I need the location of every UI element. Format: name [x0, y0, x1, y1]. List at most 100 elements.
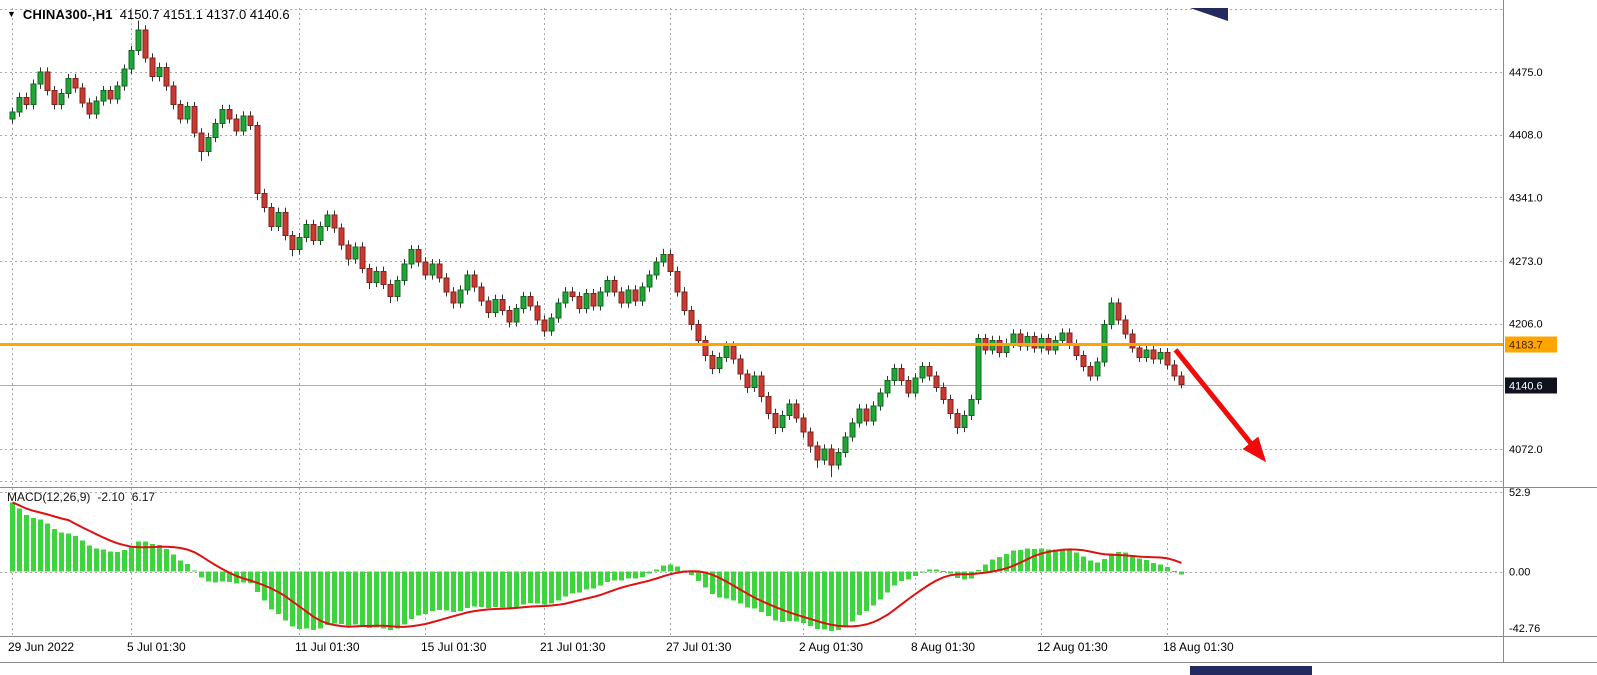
macd-histogram-bar	[521, 571, 526, 605]
macd-histogram-bar	[920, 571, 925, 573]
candle-bear	[310, 223, 317, 241]
candle-bull	[156, 66, 163, 78]
candle-bull	[751, 375, 758, 388]
macd-scale-label: 0.00	[1509, 567, 1530, 579]
chart-shift-marker[interactable]	[1190, 8, 1228, 21]
candle-bull	[849, 422, 856, 438]
macd-histogram-bar	[297, 571, 302, 630]
macd-histogram-bar	[612, 571, 617, 581]
time-axis-label[interactable]: 27 Jul 01:30	[666, 640, 732, 654]
candle-bear	[709, 354, 716, 370]
candle-bull	[240, 115, 247, 132]
hline-price-tag	[1505, 336, 1557, 353]
candle-bear	[499, 298, 506, 312]
macd-histogram-bar	[773, 571, 778, 621]
candle-bull	[408, 249, 415, 265]
candle-bear	[142, 29, 149, 59]
candle-bear	[149, 57, 156, 78]
candle-bear	[443, 277, 450, 293]
macd-histogram-bar	[178, 560, 183, 572]
macd-histogram-bar	[150, 543, 155, 572]
macd-histogram-bar	[1060, 548, 1065, 572]
macd-histogram-bar	[507, 571, 512, 609]
candle-bull	[275, 211, 282, 227]
time-axis-label[interactable]: 29 Jun 2022	[8, 640, 74, 654]
candle-bull	[121, 68, 128, 87]
macd-histogram-bar	[829, 571, 834, 631]
candle-bear	[926, 366, 933, 377]
macd-histogram-bar	[1130, 554, 1135, 572]
macd-histogram-bar	[892, 571, 897, 586]
macd-histogram-bar	[500, 571, 505, 608]
candle-bull	[37, 71, 44, 85]
time-axis-label[interactable]: 15 Jul 01:30	[421, 640, 487, 654]
macd-histogram-bar	[444, 571, 449, 611]
candle-bull	[1094, 361, 1101, 377]
macd-histogram-bar	[563, 571, 568, 597]
candle-bear	[86, 102, 93, 115]
macd-histogram-bar	[640, 571, 645, 577]
macd-histogram-bar	[241, 571, 246, 583]
macd-histogram-bar	[906, 571, 911, 580]
time-axis-label[interactable]: 8 Aug 01:30	[911, 640, 975, 654]
time-axis-label[interactable]: 21 Jul 01:30	[540, 640, 606, 654]
macd-histogram-bar	[514, 571, 519, 608]
macd-histogram-bar	[220, 571, 225, 582]
macd-histogram-bar	[192, 570, 197, 572]
time-axis-label[interactable]: 12 Aug 01:30	[1037, 640, 1108, 654]
candle-bear	[506, 310, 513, 323]
macd-histogram-bar	[374, 571, 379, 628]
candle-bull	[30, 83, 37, 106]
macd-histogram-bar	[1074, 552, 1079, 572]
macd-histogram-bar	[80, 540, 85, 572]
macd-histogram-bar	[738, 571, 743, 604]
macd-histogram-bar	[451, 571, 456, 613]
price-scale-background[interactable]	[1504, 0, 1597, 663]
macd-histogram-bar	[339, 571, 344, 624]
candle-bear	[632, 289, 639, 302]
candle-bear	[72, 78, 79, 89]
trend-arrow-object[interactable]	[1173, 348, 1267, 463]
macd-histogram-bar	[1081, 556, 1086, 572]
candle-bear	[191, 106, 198, 134]
indicator-name: MACD(12,26,9)	[7, 490, 91, 504]
candle-bull	[1108, 302, 1115, 326]
macd-histogram-bar	[815, 571, 820, 629]
macd-histogram-bar	[577, 571, 582, 593]
candle-bull	[513, 308, 520, 323]
macd-histogram-bar	[143, 541, 148, 572]
candle-bear	[51, 90, 58, 106]
macd-histogram-bar	[1158, 564, 1163, 572]
macd-histogram-bar	[185, 564, 190, 572]
macd-histogram-bar	[1123, 552, 1128, 572]
candle-bull	[884, 380, 891, 394]
candle-bear	[681, 291, 688, 312]
symbol-dropdown-icon[interactable]: ▼	[7, 9, 16, 19]
candle-bear	[828, 448, 835, 466]
candle-bull	[548, 317, 555, 332]
candle-bull	[604, 280, 611, 293]
candle-bear	[674, 270, 681, 293]
macd-histogram-bar	[1004, 554, 1009, 572]
time-axis-label[interactable]: 2 Aug 01:30	[799, 640, 863, 654]
macd-histogram-bar	[633, 571, 638, 579]
candle-bull	[583, 293, 590, 310]
candle-bear	[772, 412, 779, 428]
time-axis-label[interactable]: 11 Jul 01:30	[295, 640, 360, 654]
macd-histogram-bar	[1109, 553, 1114, 572]
candle-bear	[177, 104, 184, 120]
time-axis-label[interactable]: 5 Jul 01:30	[127, 640, 186, 654]
candle-bear	[1150, 349, 1157, 360]
candle-bull	[646, 274, 653, 288]
candle-bull	[723, 345, 730, 358]
time-axis-label[interactable]: 18 Aug 01:30	[1163, 640, 1234, 654]
macd-histogram-bar	[1172, 570, 1177, 572]
macd-histogram-bar	[752, 571, 757, 609]
candle-bull	[457, 289, 464, 304]
candle-bear	[688, 310, 695, 326]
macd-histogram-bar	[318, 571, 323, 629]
macd-histogram-bar	[1039, 548, 1044, 572]
macd-histogram-bar	[850, 571, 855, 622]
macd-histogram-bar	[458, 571, 463, 612]
